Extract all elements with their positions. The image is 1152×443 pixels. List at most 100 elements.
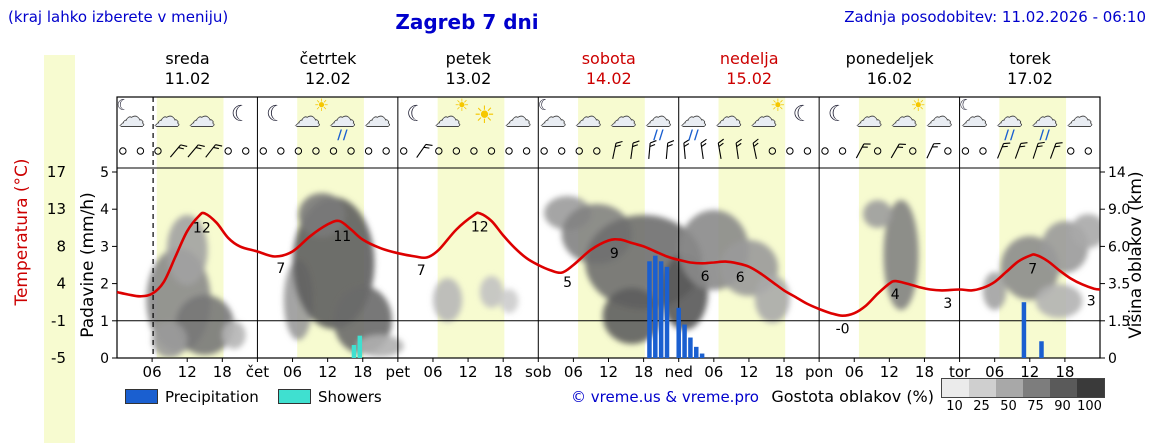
wind-barb-icon [926, 143, 941, 159]
x-tick-label: 18 [915, 363, 934, 381]
wind-barb-icon [187, 144, 205, 158]
calm-wind-icon [961, 147, 970, 155]
day-name-nedelja: nedelja [719, 49, 779, 68]
cloud-glyph: ☁ [890, 103, 917, 133]
calm-wind-icon [224, 147, 232, 155]
sun-glyph: ☀ [473, 101, 496, 129]
weather-icon-moon: ☾ [257, 99, 293, 137]
temp-value-label: -0 [836, 322, 850, 338]
x-tick-label: čet [246, 363, 269, 381]
day-name-sreda: sreda [165, 49, 210, 68]
wind-barb-icon [416, 143, 433, 158]
calm-wind-icon [540, 147, 548, 155]
calm-wind-icon [452, 147, 461, 155]
x-tick-label: 18 [1055, 363, 1074, 381]
precip-bar [647, 261, 652, 358]
calm-wind-icon [136, 147, 145, 155]
temp-value-label: 3 [943, 296, 952, 312]
weather-icon-suncloud: ☀ ☁ [889, 96, 926, 137]
weather-icon-cloud: ☁ [1064, 99, 1100, 137]
x-tick-label: 12 [178, 363, 197, 381]
sun-glyph: ☀ [910, 96, 926, 116]
day-date-16.02: 16.02 [866, 69, 913, 88]
density-swatch-100 [1077, 379, 1104, 397]
temp-value-label: 7 [276, 261, 285, 277]
day-date-14.02: 14.02 [585, 69, 632, 88]
precip-tick-label: 2 [100, 277, 109, 293]
density-swatch-75 [1023, 379, 1050, 397]
calm-wind-icon [470, 147, 478, 155]
weather-icon-mooncloud: ☾ ☁ [117, 98, 153, 137]
calm-wind-icon [821, 147, 829, 155]
cloud-glyph: ☁ [188, 103, 215, 133]
shower-bar [357, 335, 363, 358]
day-name-sobota: sobota [581, 49, 636, 68]
moon-glyph: ☾ [827, 102, 848, 127]
x-tick-label: 18 [353, 363, 372, 381]
density-value: 75 [1027, 399, 1044, 414]
precip-bar [694, 346, 699, 358]
calm-wind-icon [803, 147, 812, 155]
weather-icon-cloud: ☁ [187, 99, 223, 137]
moon-glyph: ☾ [406, 102, 427, 127]
cloud-blob [222, 321, 246, 349]
wind-barb-icon [1049, 142, 1063, 159]
calm-wind-icon [294, 147, 303, 155]
copyright-link[interactable]: © vreme.us & vreme.pro [571, 388, 759, 406]
density-value: 90 [1054, 399, 1071, 414]
temp-tick-label: -5 [51, 349, 66, 367]
cloud-blob [356, 335, 404, 357]
x-tick-label: 06 [845, 363, 864, 381]
wind-barb-icon [890, 143, 906, 159]
day-date-15.02: 15.02 [726, 69, 773, 88]
wind-barb-icon [700, 138, 707, 159]
weather-icon-cloud: ☁ [854, 99, 890, 137]
cloud-density-values: 10 25 50 75 90 100 [941, 399, 1105, 414]
temp-value-label: 12 [193, 221, 211, 237]
precip-bar [658, 261, 664, 358]
x-tick-label: 12 [880, 363, 899, 381]
precip-bar [664, 266, 670, 358]
calm-wind-icon [838, 147, 847, 155]
wind-symbols [119, 138, 1092, 160]
density-value: 50 [1000, 399, 1017, 414]
wind-barb-icon [630, 140, 640, 159]
rain-glyph: ∕∕ [337, 128, 349, 143]
rain-glyph: ∕∕ [1004, 128, 1016, 143]
showers-label: Showers [318, 388, 382, 406]
weather-icon-moon: ☾ [222, 99, 258, 137]
temp-tick-label: 13 [47, 200, 66, 218]
temperature-line [116, 211, 1101, 317]
cloud-glyph: ☁ [434, 103, 461, 133]
temp-value-label: 6 [736, 270, 745, 286]
cloud-shading [146, 193, 1100, 357]
x-tick-label: 12 [318, 363, 337, 381]
temperature-value-labels: 12 7 11 7 12 5 9 6 6 -0 4 3 7 3 [193, 219, 1096, 337]
moon-glyph: ☾ [265, 102, 286, 127]
precip-bar [676, 307, 681, 358]
x-tick-label: 06 [283, 363, 302, 381]
rain-glyph: ∕∕ [688, 128, 700, 143]
cloud-glyph: ☁ [1031, 103, 1058, 133]
weather-icon-suncloud: ☀ ☁ [292, 98, 329, 137]
page-title: Zagreb 7 dni [395, 10, 539, 34]
cloud-blob [479, 276, 504, 308]
cloud-tick-label: 9.0 [1108, 202, 1130, 218]
weather-icon-suncloud: ☀ ☁ [433, 98, 470, 137]
density-swatch-50 [996, 379, 1023, 397]
x-tick-label: sob [525, 363, 552, 381]
calm-wind-icon [154, 147, 162, 155]
wind-barb-icon [665, 140, 675, 160]
day-name-torek: torek [1009, 49, 1051, 68]
last-update: Zadnja posodobitev: 11.02.2026 - 06:10 [844, 8, 1146, 26]
day-name-ponedeljek: ponedeljek [845, 49, 934, 68]
wind-barb-icon [855, 143, 871, 159]
cloud-blob [982, 272, 1007, 310]
precip-bar [688, 337, 693, 358]
temp-tick-label: -1 [51, 312, 66, 330]
temp-value-label: 3 [1087, 294, 1096, 310]
y-axis-labels: 5 17 14 4 13 9.0 3 8 6.0 2 4 3.5 1 -1 1.5 0 -5 0 [47, 163, 1130, 367]
precip-bar [653, 255, 658, 358]
density-value: 100 [1077, 399, 1102, 414]
calm-wind-icon [505, 147, 513, 155]
